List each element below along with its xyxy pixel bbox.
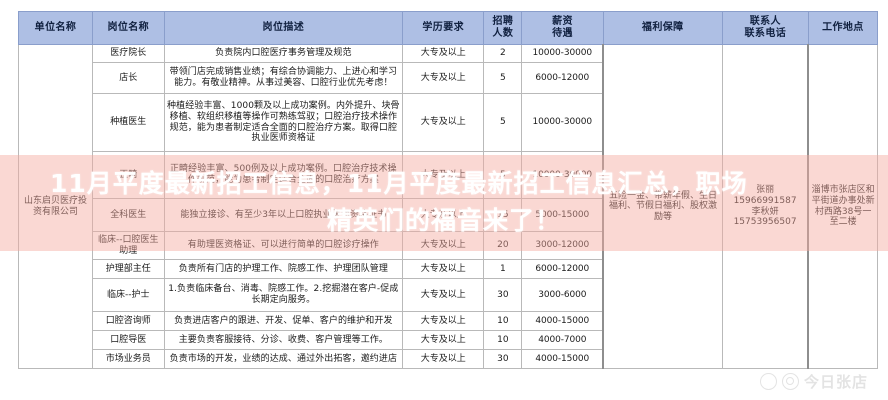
cell-post: 口腔咨询师 — [91, 311, 165, 331]
cell-description: 负责进店客户的跟进、开发、促单、客户的维护和开发 — [163, 311, 404, 331]
cell-education: 大专及以上 — [402, 231, 485, 260]
cell-education: 大专及以上 — [402, 311, 485, 331]
cell-description: 有助理医资格证、可以进行简单的口腔诊疗操作 — [163, 231, 404, 260]
cell-description: 主要负责客服接待、分诊、收费、客户管理等工作。 — [163, 330, 404, 350]
recruitment-table: 单位名称 岗位名称 岗位描述 学历要求 招聘 人数 薪资 待遇 福利保障 联系人 — [18, 11, 878, 369]
table-row: 全科医生 能独立接诊、有至少3年以上口腔执业医师资格证书 大专及以上 15 50… — [19, 198, 878, 232]
cell-headcount: 15 — [483, 198, 523, 232]
table-row: 店长 带领门店完成销售业绩；有综合协调能力、上进心和学习能力。有敬业精神。从事过… — [19, 62, 878, 94]
cell-salary: 3000-12000 — [521, 231, 604, 260]
cell-salary: 6000-12000 — [521, 62, 604, 94]
cell-education: 大专及以上 — [402, 330, 485, 350]
table-row: 临床--口腔医生助理 有助理医资格证、可以进行简单的口腔诊疗操作 大专及以上 2… — [19, 231, 878, 260]
cell-headcount: 5 — [483, 62, 523, 94]
contact-name-1: 张丽 — [756, 185, 775, 196]
cell-welfare: 五险一金、带薪年假、生日福利、节假日福利、股权激励等 — [602, 44, 723, 369]
cell-description: 负责市场的开发，业绩的达成、通过外出拓客，邀约进店 — [163, 349, 404, 369]
cell-salary: 10000-30000 — [521, 44, 604, 63]
salary-line-2: 待遇 — [552, 28, 573, 39]
column-header-location: 工作地点 — [807, 11, 878, 45]
cell-location: 淄博市张店区和平街道办事处新村西路38号一至二楼 — [807, 44, 878, 369]
table-body: 山东启贝医疗投资有限公司 医疗院长 负责院内口腔医疗事务管理及规范 大专及以上 … — [18, 44, 878, 369]
cell-description: 种植经验丰富、1000颗及以上成功案例。内外提升、块骨移植、软组织移植等操作可熟… — [163, 93, 404, 152]
column-header-education: 学历要求 — [402, 11, 485, 45]
cell-headcount: 2 — [483, 44, 523, 63]
contact-line-2: 联系电话 — [744, 28, 787, 39]
cell-post: 种植医生 — [91, 93, 165, 152]
column-header-salary: 薪资 待遇 — [521, 11, 604, 45]
cell-salary: 10000-30000 — [521, 93, 604, 152]
column-header-headcount: 招聘 人数 — [483, 11, 523, 45]
cell-post: 市场业务员 — [91, 349, 165, 369]
cell-salary: 6000-12000 — [521, 259, 604, 279]
table-row: 种植医生 种植经验丰富、1000颗及以上成功案例。内外提升、块骨移植、软组织移植… — [19, 93, 878, 152]
cell-education: 大专及以上 — [402, 198, 485, 232]
cell-post: 全科医生 — [91, 198, 165, 232]
cell-company-name: 山东启贝医疗投资有限公司 — [18, 44, 93, 369]
cell-post: 正畸 — [91, 151, 165, 199]
cell-education: 大专及以上 — [402, 278, 485, 312]
cell-description: 负责院内口腔医疗事务管理及规范 — [163, 44, 404, 63]
cell-headcount: 5 — [483, 151, 523, 199]
cell-salary: 4000-15000 — [521, 311, 604, 331]
cell-headcount: 10 — [483, 311, 523, 331]
column-header-post: 岗位名称 — [91, 11, 165, 45]
column-header-description: 岗位描述 — [163, 11, 404, 45]
table-row: 山东启贝医疗投资有限公司 医疗院长 负责院内口腔医疗事务管理及规范 大专及以上 … — [18, 44, 878, 369]
cell-post: 护理部主任 — [91, 259, 165, 279]
cell-description: 带领门店完成销售业绩；有综合协调能力、上进心和学习能力。有敬业精神。从事过美容、… — [163, 62, 404, 94]
column-header-welfare: 福利保障 — [602, 11, 723, 45]
recruitment-table-container: 单位名称 岗位名称 岗位描述 学历要求 招聘 人数 薪资 待遇 福利保障 联系人 — [18, 11, 878, 392]
cell-headcount: 20 — [483, 231, 523, 260]
cell-salary: 4000-15000 — [521, 349, 604, 369]
table-header: 单位名称 岗位名称 岗位描述 学历要求 招聘 人数 薪资 待遇 福利保障 联系人 — [18, 11, 878, 45]
cell-salary: 3000-6000 — [521, 278, 604, 312]
cell-education: 大专及以上 — [402, 44, 485, 63]
cell-headcount: 1 — [483, 259, 523, 279]
cell-education: 大专及以上 — [402, 93, 485, 152]
cell-salary: 10000-30000 — [521, 151, 604, 199]
cell-post: 临床--口腔医生助理 — [91, 231, 165, 260]
cell-headcount: 30 — [483, 278, 523, 312]
contact-phone-1: 15966991587 — [733, 195, 797, 206]
cell-post: 口腔导医 — [91, 330, 165, 350]
cell-post: 店长 — [91, 62, 165, 94]
cell-headcount: 30 — [483, 349, 523, 369]
cell-headcount: 10 — [483, 330, 523, 350]
cell-description: 能独立接诊、有至少3年以上口腔执业医师资格证书 — [163, 198, 404, 232]
cell-description: 负责所有门店的护理工作、院感工作、护理团队管理 — [163, 259, 404, 279]
cell-post: 医疗院长 — [91, 44, 165, 63]
cell-post: 临床--护士 — [91, 278, 165, 312]
salary-line-1: 薪资 — [552, 16, 573, 28]
headcount-line-1: 招聘 — [492, 16, 514, 28]
cell-salary: 4000-7000 — [521, 330, 604, 350]
cell-education: 大专及以上 — [402, 62, 485, 94]
contact-name-2: 李秋妍 — [751, 206, 779, 217]
table-row: 正畸 正畸经验丰富、500例及以上成功案例。口腔治疗技术操作规范，能为患者制定适… — [19, 151, 878, 199]
cell-education: 大专及以上 — [402, 349, 485, 369]
table-row: 口腔导医 主要负责客服接待、分诊、收费、客户管理等工作。 大专及以上 10 40… — [19, 330, 878, 350]
contact-line-1: 联系人 — [749, 16, 781, 28]
cell-education: 大专及以上 — [402, 151, 485, 199]
cell-education: 大专及以上 — [402, 259, 485, 279]
cell-contact: 张丽 15966991587 李秋妍 15753956507 — [721, 44, 809, 369]
table-row: 市场业务员 负责市场的开发，业绩的达成、通过外出拓客，邀约进店 大专及以上 30… — [19, 349, 878, 369]
header-row: 单位名称 岗位名称 岗位描述 学历要求 招聘 人数 薪资 待遇 福利保障 联系人 — [18, 11, 878, 45]
contact-phone-2: 15753956507 — [733, 217, 797, 228]
cell-description: 正畸经验丰富、500例及以上成功案例。口腔治疗技术操作规范，能为患者制定适合全面… — [163, 151, 404, 199]
cell-description: 1.负责临床备台、消毒、院感工作。2.挖掘潜在客户-促成长期定向服务。 — [163, 278, 404, 312]
cell-salary: 5000-15000 — [521, 198, 604, 232]
cell-headcount: 5 — [483, 93, 523, 152]
headcount-line-2: 人数 — [492, 28, 514, 39]
column-header-contact: 联系人 联系电话 — [721, 11, 809, 45]
column-header-unit: 单位名称 — [18, 11, 93, 45]
